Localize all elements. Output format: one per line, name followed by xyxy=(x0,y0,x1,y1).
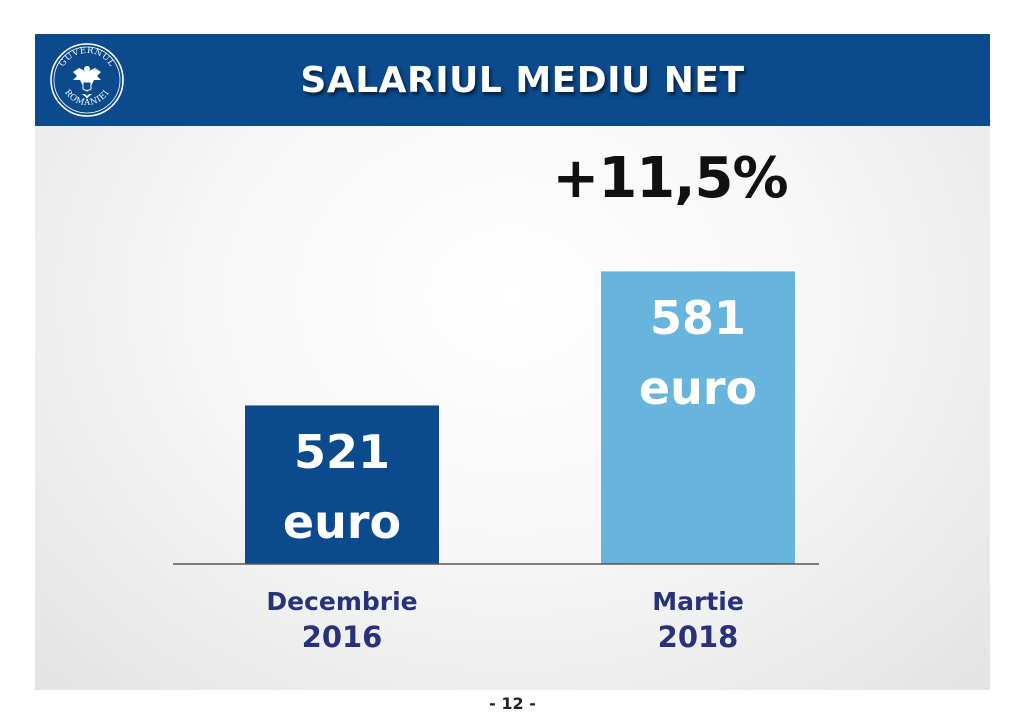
growth-annotation: +11,5% xyxy=(552,146,788,211)
category-label-line1: Martie xyxy=(652,587,744,616)
bar-unit-label: euro xyxy=(282,495,402,550)
bar-value-label: 521 xyxy=(293,425,391,480)
bar-data-label: 581 euro xyxy=(601,283,795,423)
header-bar: GUVERNUL ROMÂNIEI SALARIUL MEDIU NET xyxy=(35,34,990,126)
bar-data-label: 521 euro xyxy=(245,417,439,557)
page-number: - 12 - xyxy=(489,694,536,713)
government-seal-icon: GUVERNUL ROMÂNIEI xyxy=(50,43,124,117)
page-title: SALARIUL MEDIU NET xyxy=(300,59,745,101)
bar-1 xyxy=(245,405,439,564)
bar-value-label: 581 xyxy=(649,291,747,346)
category-label: Martie 2018 xyxy=(568,585,828,656)
bar-2 xyxy=(601,271,795,564)
category-label-line2: 2016 xyxy=(301,620,383,654)
category-label-line1: Decembrie xyxy=(266,587,418,616)
category-label: Decembrie 2016 xyxy=(212,585,472,656)
slide: GUVERNUL ROMÂNIEI SALARIUL MEDIU NET xyxy=(35,34,990,690)
category-label-line2: 2018 xyxy=(657,620,739,654)
bar-unit-label: euro xyxy=(638,361,758,416)
